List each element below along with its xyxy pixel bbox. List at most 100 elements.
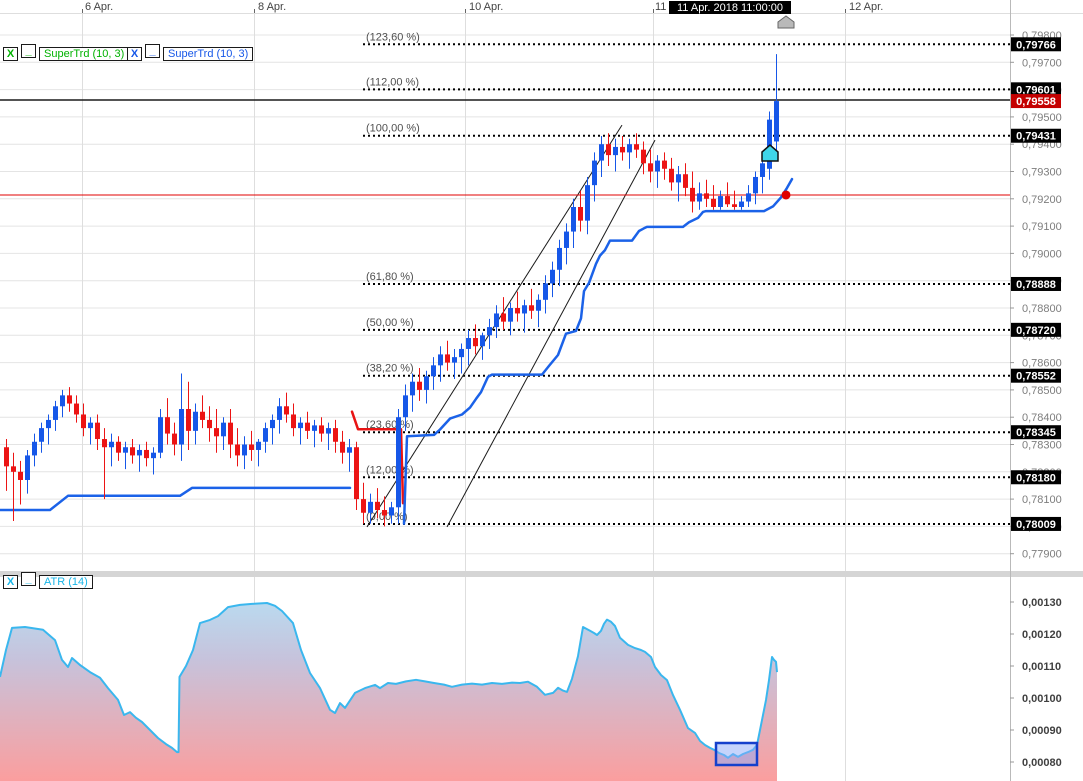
- candle-body: [536, 299, 541, 311]
- candle-body: [130, 447, 135, 456]
- fib-level-label: (100,00 %): [366, 123, 420, 135]
- candle-body: [109, 441, 114, 448]
- current-price-tag: [1011, 94, 1061, 109]
- fib-price-tag: [1011, 37, 1061, 52]
- candle-body: [550, 269, 555, 284]
- candle-body: [81, 414, 86, 429]
- price-axis-label: 0,79700: [1022, 57, 1062, 69]
- fib-level-label: (38,20 %): [366, 363, 414, 375]
- candle-body: [585, 185, 590, 221]
- candle-body: [186, 409, 191, 431]
- candle-body: [39, 428, 44, 442]
- candle-body: [459, 348, 464, 358]
- candle-body: [711, 198, 716, 207]
- candle-body: [424, 376, 429, 390]
- candle-body: [172, 433, 177, 445]
- legend-supertrend-green: X _ SuperTrd (10, 3): [3, 44, 130, 61]
- fib-price-tag: [1011, 368, 1061, 383]
- minimize-indicator-button[interactable]: _: [145, 44, 160, 58]
- candle-body: [627, 144, 632, 153]
- price-axis-label: 0,79000: [1022, 248, 1062, 260]
- candle-body: [480, 335, 485, 347]
- candle-body: [137, 449, 142, 456]
- candle-body: [382, 510, 387, 516]
- atr-selection-box[interactable]: [714, 741, 759, 767]
- candle-body: [508, 308, 513, 322]
- price-axis-label: 0,79300: [1022, 167, 1062, 179]
- candle-body: [648, 163, 653, 172]
- candle-body: [291, 414, 296, 429]
- candle-body: [606, 144, 611, 156]
- candle-body: [298, 422, 303, 429]
- trendline[interactable]: [446, 139, 656, 528]
- candle-body: [613, 146, 618, 156]
- panel-separator[interactable]: [0, 571, 1083, 577]
- indicator-label-supertrend-blue[interactable]: SuperTrd (10, 3): [163, 47, 254, 61]
- close-indicator-button[interactable]: X: [127, 47, 142, 61]
- candle-body: [123, 447, 128, 453]
- price-axis-label: 0,79100: [1022, 221, 1062, 233]
- candle-body: [522, 305, 527, 314]
- close-indicator-button[interactable]: X: [3, 575, 18, 589]
- minimize-indicator-button[interactable]: _: [21, 44, 36, 58]
- candle-body: [662, 160, 667, 169]
- candle-body: [326, 428, 331, 434]
- price-axis-label: 0,78800: [1022, 303, 1062, 315]
- candle-body: [501, 313, 506, 322]
- candle-body: [389, 507, 394, 516]
- price-axis-label: 0,78100: [1022, 494, 1062, 506]
- candle-body: [774, 101, 779, 142]
- candle-body: [592, 160, 597, 186]
- buy-signal-arrow-icon[interactable]: [761, 144, 779, 162]
- alert-dot[interactable]: [781, 190, 791, 200]
- candle-body: [641, 149, 646, 164]
- candle-body: [767, 119, 772, 169]
- candle-body: [445, 354, 450, 363]
- candle-body: [487, 327, 492, 336]
- candle-body: [515, 308, 520, 314]
- atr-axis-label: 0,00090: [1022, 725, 1062, 737]
- candle-body: [473, 338, 478, 347]
- candle-body: [340, 441, 345, 453]
- candle-body: [578, 206, 583, 221]
- candle-body: [634, 144, 639, 150]
- candle-body: [718, 196, 723, 207]
- candle-body: [361, 499, 366, 513]
- supertrend-line-blue_main: [402, 177, 794, 525]
- candle-body: [368, 501, 373, 513]
- candle-body: [431, 365, 436, 377]
- date-axis-label: 8 Apr.: [258, 1, 286, 13]
- atr-axis-label: 0,00130: [1022, 597, 1062, 609]
- candle-body: [312, 425, 317, 431]
- price-axis-label: 0,78500: [1022, 385, 1062, 397]
- candle-body: [354, 447, 359, 500]
- candle-body: [207, 419, 212, 429]
- fib-price-tag-label: 0,79601: [1016, 84, 1056, 96]
- candle-body: [235, 444, 240, 456]
- minimize-indicator-button[interactable]: _: [21, 572, 36, 586]
- fib-level-label: (112,00 %): [366, 76, 419, 88]
- legend-supertrend-blue: X _ SuperTrd (10, 3): [127, 44, 254, 61]
- time-marker-icon[interactable]: [777, 15, 795, 29]
- candle-body: [739, 201, 744, 207]
- supertrend-line-blue_left: [0, 486, 352, 512]
- atr-axis-label: 0,00110: [1022, 661, 1061, 673]
- candle-body: [676, 174, 681, 183]
- candle-body: [284, 406, 289, 415]
- candle-body: [375, 501, 380, 511]
- close-indicator-button[interactable]: X: [3, 47, 18, 61]
- indicator-label-atr[interactable]: ATR (14): [39, 575, 93, 589]
- fib-level-label: (61,80 %): [366, 271, 414, 283]
- indicator-label-supertrend-green[interactable]: SuperTrd (10, 3): [39, 47, 130, 61]
- candle-body: [74, 403, 79, 415]
- candle-body: [557, 247, 562, 270]
- candle-body: [760, 163, 765, 177]
- candle-body: [221, 422, 226, 437]
- candle-body: [32, 441, 37, 456]
- candle-body: [18, 471, 23, 480]
- price-axis-label: 0,79200: [1022, 194, 1062, 206]
- current-price-tag-label: 0,79558: [1016, 96, 1056, 108]
- atr-axis-label: 0,00120: [1022, 629, 1062, 641]
- candle-body: [725, 196, 730, 205]
